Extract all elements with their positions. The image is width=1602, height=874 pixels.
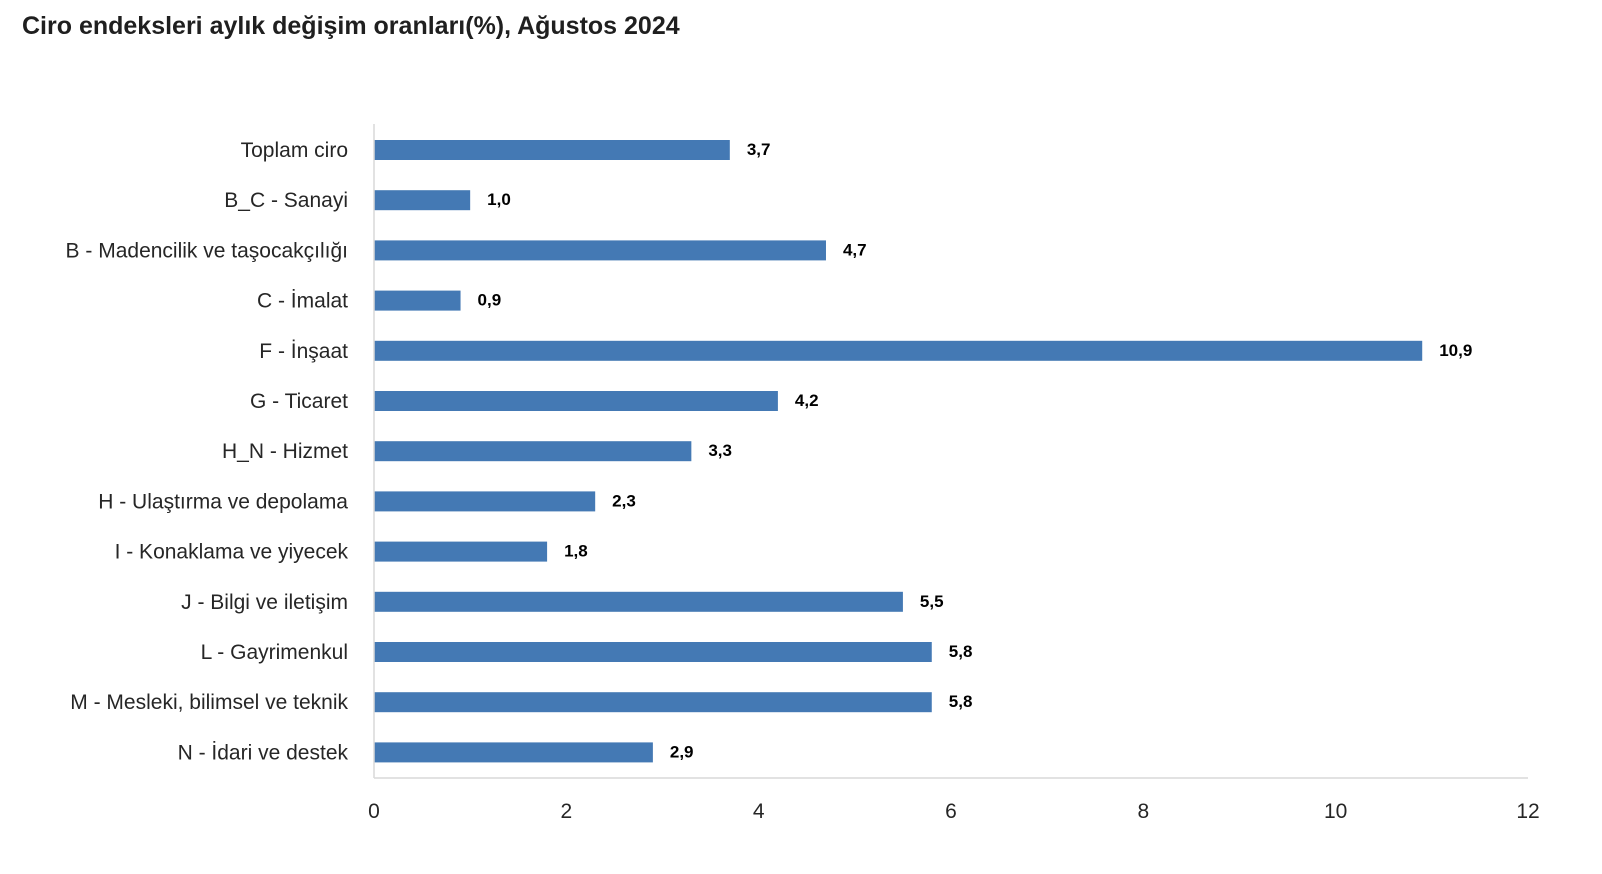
labels-group: Toplam ciro 3,7 B_C - Sanayi 1,0 B - Madenci… (66, 139, 1540, 823)
category-label: F - İnşaat (259, 340, 348, 363)
category-label: B - Madencilik ve taşocakçılığı (66, 239, 348, 262)
x-tick-label: 8 (1137, 800, 1149, 823)
axes-group (373, 124, 1528, 779)
category-label: N - İdari ve destek (178, 741, 349, 764)
category-label: I - Konaklama ve yiyecek (115, 541, 349, 564)
bar-10 (374, 642, 932, 662)
x-tick-label: 6 (945, 800, 957, 823)
bars-group (374, 140, 1423, 763)
data-label: 1,8 (564, 542, 588, 561)
x-tick-label: 2 (560, 800, 572, 823)
bar-7 (374, 491, 596, 512)
category-label: B_C - Sanayi (224, 189, 348, 212)
data-label: 1,0 (487, 190, 511, 209)
x-tick-label: 4 (753, 800, 765, 823)
data-label: 3,3 (708, 441, 732, 460)
category-label: Toplam ciro (241, 139, 348, 162)
data-label: 5,8 (949, 692, 973, 711)
bar-9 (374, 591, 903, 612)
bar-4 (374, 340, 1423, 361)
bar-5 (374, 391, 778, 411)
bar-0 (374, 140, 730, 160)
category-label: G - Ticaret (250, 390, 348, 413)
data-label: 2,3 (612, 491, 636, 510)
data-label: 10,9 (1439, 341, 1472, 360)
data-label: 4,2 (795, 391, 819, 410)
category-label: M - Mesleki, bilimsel ve teknik (70, 691, 348, 714)
x-tick-label: 10 (1324, 800, 1347, 823)
category-label: L - Gayrimenkul (201, 641, 348, 664)
bar-8 (374, 541, 548, 562)
chart-title: Ciro endeksleri aylık değişim oranları(%… (22, 12, 680, 40)
bar-6 (374, 441, 692, 462)
bar-2 (374, 240, 826, 261)
x-tick-label: 0 (368, 800, 380, 823)
category-label: H - Ulaştırma ve depolama (98, 490, 348, 513)
bar-3 (374, 290, 461, 311)
bar-11 (374, 692, 932, 713)
category-label: J - Bilgi ve iletişim (181, 591, 348, 614)
data-label: 4,7 (843, 240, 867, 259)
bar-12 (374, 742, 653, 763)
bar-1 (374, 190, 471, 211)
data-label: 0,9 (478, 291, 502, 310)
data-label: 2,9 (670, 742, 694, 761)
category-label: C - İmalat (257, 290, 348, 313)
category-label: H_N - Hizmet (222, 440, 348, 463)
x-tick-label: 12 (1516, 800, 1539, 823)
data-label: 3,7 (747, 140, 771, 159)
data-label: 5,5 (920, 592, 944, 611)
data-label: 5,8 (949, 642, 973, 661)
